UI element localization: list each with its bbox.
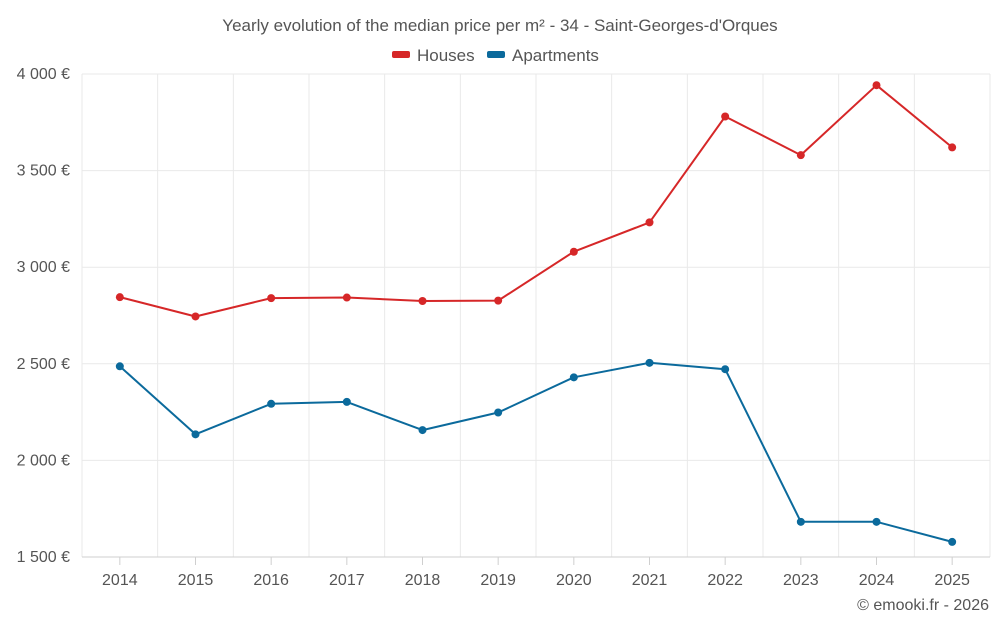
y-tick-label: 2 000 € xyxy=(17,452,70,469)
data-point-apartments[interactable] xyxy=(191,430,200,439)
x-tick-label: 2016 xyxy=(253,572,289,589)
chart-title: Yearly evolution of the median price per… xyxy=(222,16,777,35)
data-point-houses[interactable] xyxy=(494,296,503,305)
horizontal-gridlines xyxy=(82,73,990,558)
data-point-houses[interactable] xyxy=(948,143,957,152)
x-tick-label: 2019 xyxy=(480,572,516,589)
legend-label-apartments: Apartments xyxy=(512,46,599,65)
legend: Houses Apartments xyxy=(392,46,599,65)
data-point-apartments[interactable] xyxy=(569,373,578,382)
data-point-houses[interactable] xyxy=(872,81,881,90)
data-point-houses[interactable] xyxy=(645,218,654,227)
series-houses xyxy=(115,81,957,321)
data-point-houses[interactable] xyxy=(569,247,578,256)
y-tick-label: 2 500 € xyxy=(17,356,70,373)
data-point-apartments[interactable] xyxy=(418,426,427,435)
legend-label-houses: Houses xyxy=(417,46,475,65)
data-point-apartments[interactable] xyxy=(115,362,124,371)
data-point-apartments[interactable] xyxy=(342,397,351,406)
data-point-apartments[interactable] xyxy=(267,399,276,408)
legend-swatch-houses xyxy=(392,51,410,58)
series-line-apartments xyxy=(119,361,953,543)
y-tick-label: 3 500 € xyxy=(17,163,70,180)
x-tick-label: 2020 xyxy=(556,572,592,589)
data-point-apartments[interactable] xyxy=(872,517,881,526)
series-layer xyxy=(115,81,957,546)
x-tick-label: 2024 xyxy=(859,572,895,589)
data-point-houses[interactable] xyxy=(191,312,200,321)
x-tick-label: 2014 xyxy=(102,572,138,589)
x-tick-label: 2022 xyxy=(707,572,743,589)
data-point-apartments[interactable] xyxy=(645,358,654,367)
legend-item-apartments[interactable]: Apartments xyxy=(487,46,599,65)
data-point-apartments[interactable] xyxy=(721,365,730,374)
x-tick-label: 2017 xyxy=(329,572,365,589)
data-point-apartments[interactable] xyxy=(494,408,503,417)
y-axis: 1 500 € 2 000 € 2 500 € 3 000 € 3 500 € 4 000… xyxy=(17,66,70,566)
x-axis: 2014 2015 2016 2017 2018 2019 2020 2021 2022 2023… xyxy=(102,557,970,589)
legend-item-houses[interactable]: Houses xyxy=(392,46,475,65)
x-tick-label: 2015 xyxy=(178,572,214,589)
vertical-gridlines xyxy=(81,74,991,557)
series-apartments xyxy=(115,358,957,546)
data-point-apartments[interactable] xyxy=(796,517,805,526)
x-tick-label: 2018 xyxy=(405,572,441,589)
legend-swatch-apartments xyxy=(487,51,505,58)
x-tick-label: 2023 xyxy=(783,572,819,589)
data-point-houses[interactable] xyxy=(796,151,805,160)
data-point-apartments[interactable] xyxy=(948,537,957,546)
data-point-houses[interactable] xyxy=(418,297,427,306)
data-point-houses[interactable] xyxy=(267,294,276,303)
data-point-houses[interactable] xyxy=(721,112,730,121)
y-tick-label: 1 500 € xyxy=(17,549,70,566)
x-tick-label: 2025 xyxy=(934,572,970,589)
y-tick-label: 3 000 € xyxy=(17,259,70,276)
credit-text: © emooki.fr - 2026 xyxy=(857,597,989,614)
x-tick-label: 2021 xyxy=(632,572,668,589)
data-point-houses[interactable] xyxy=(115,293,124,302)
data-point-houses[interactable] xyxy=(342,293,351,302)
y-tick-label: 4 000 € xyxy=(17,66,70,83)
series-line-houses xyxy=(119,84,953,318)
